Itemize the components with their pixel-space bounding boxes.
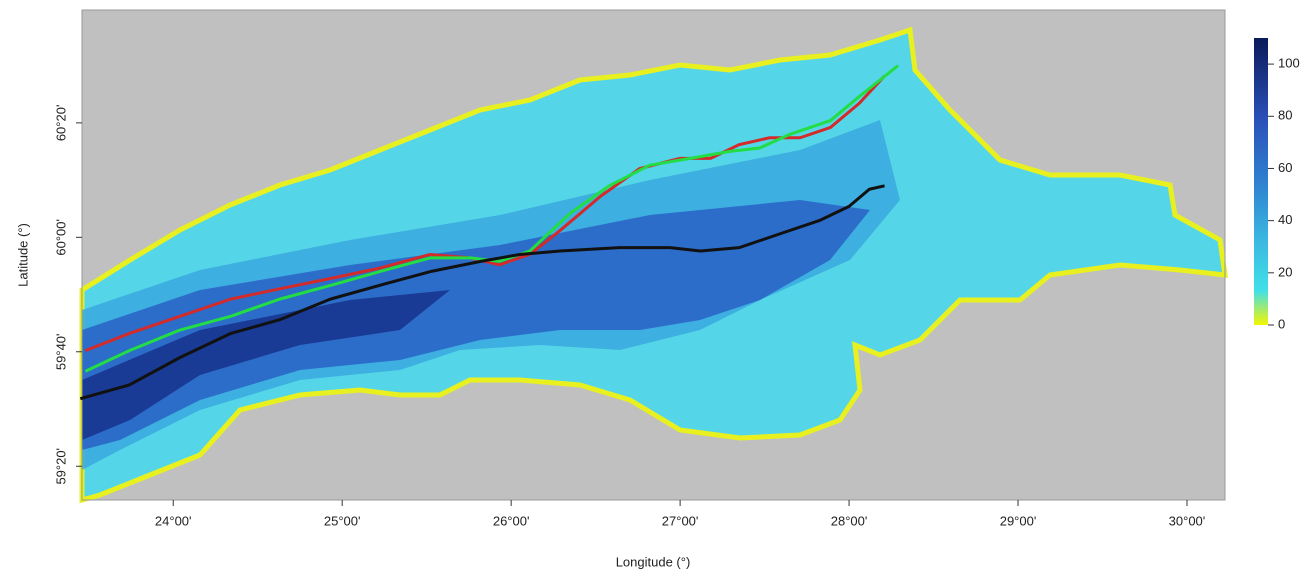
track-line	[84, 64, 900, 373]
colorbar-tick-label: 100	[1278, 56, 1300, 71]
plot-frame	[81, 9, 1226, 501]
sea-deep	[82, 200, 870, 450]
y-tick-label: 59°20'	[53, 448, 68, 485]
y-tick-label: 60°20'	[53, 105, 68, 142]
colorbar-tick-label: 60	[1278, 160, 1292, 175]
colorbar-tick-label: 40	[1278, 212, 1292, 227]
colorbar-tick-label: 20	[1278, 264, 1292, 279]
sea-deepest	[82, 290, 450, 440]
y-tick-label: 60°00'	[53, 219, 68, 256]
track-line	[79, 184, 885, 401]
colorbar-tick-label: 80	[1278, 108, 1292, 123]
x-axis-label: Longitude (°)	[616, 554, 691, 569]
x-tick-label: 29°00'	[1000, 513, 1037, 528]
colorbar	[1254, 38, 1268, 325]
y-axis-label: Latitude (°)	[15, 223, 30, 287]
colorbar-tick-label: 0	[1278, 316, 1285, 331]
x-tick-label: 30°00'	[1169, 513, 1206, 528]
x-tick-label: 25°00'	[324, 513, 361, 528]
y-tick-label: 59°40'	[53, 333, 68, 370]
x-tick-label: 28°00'	[831, 513, 868, 528]
x-tick-label: 24°00'	[155, 513, 192, 528]
x-tick-label: 27°00'	[662, 513, 699, 528]
x-tick-label: 26°00'	[493, 513, 530, 528]
